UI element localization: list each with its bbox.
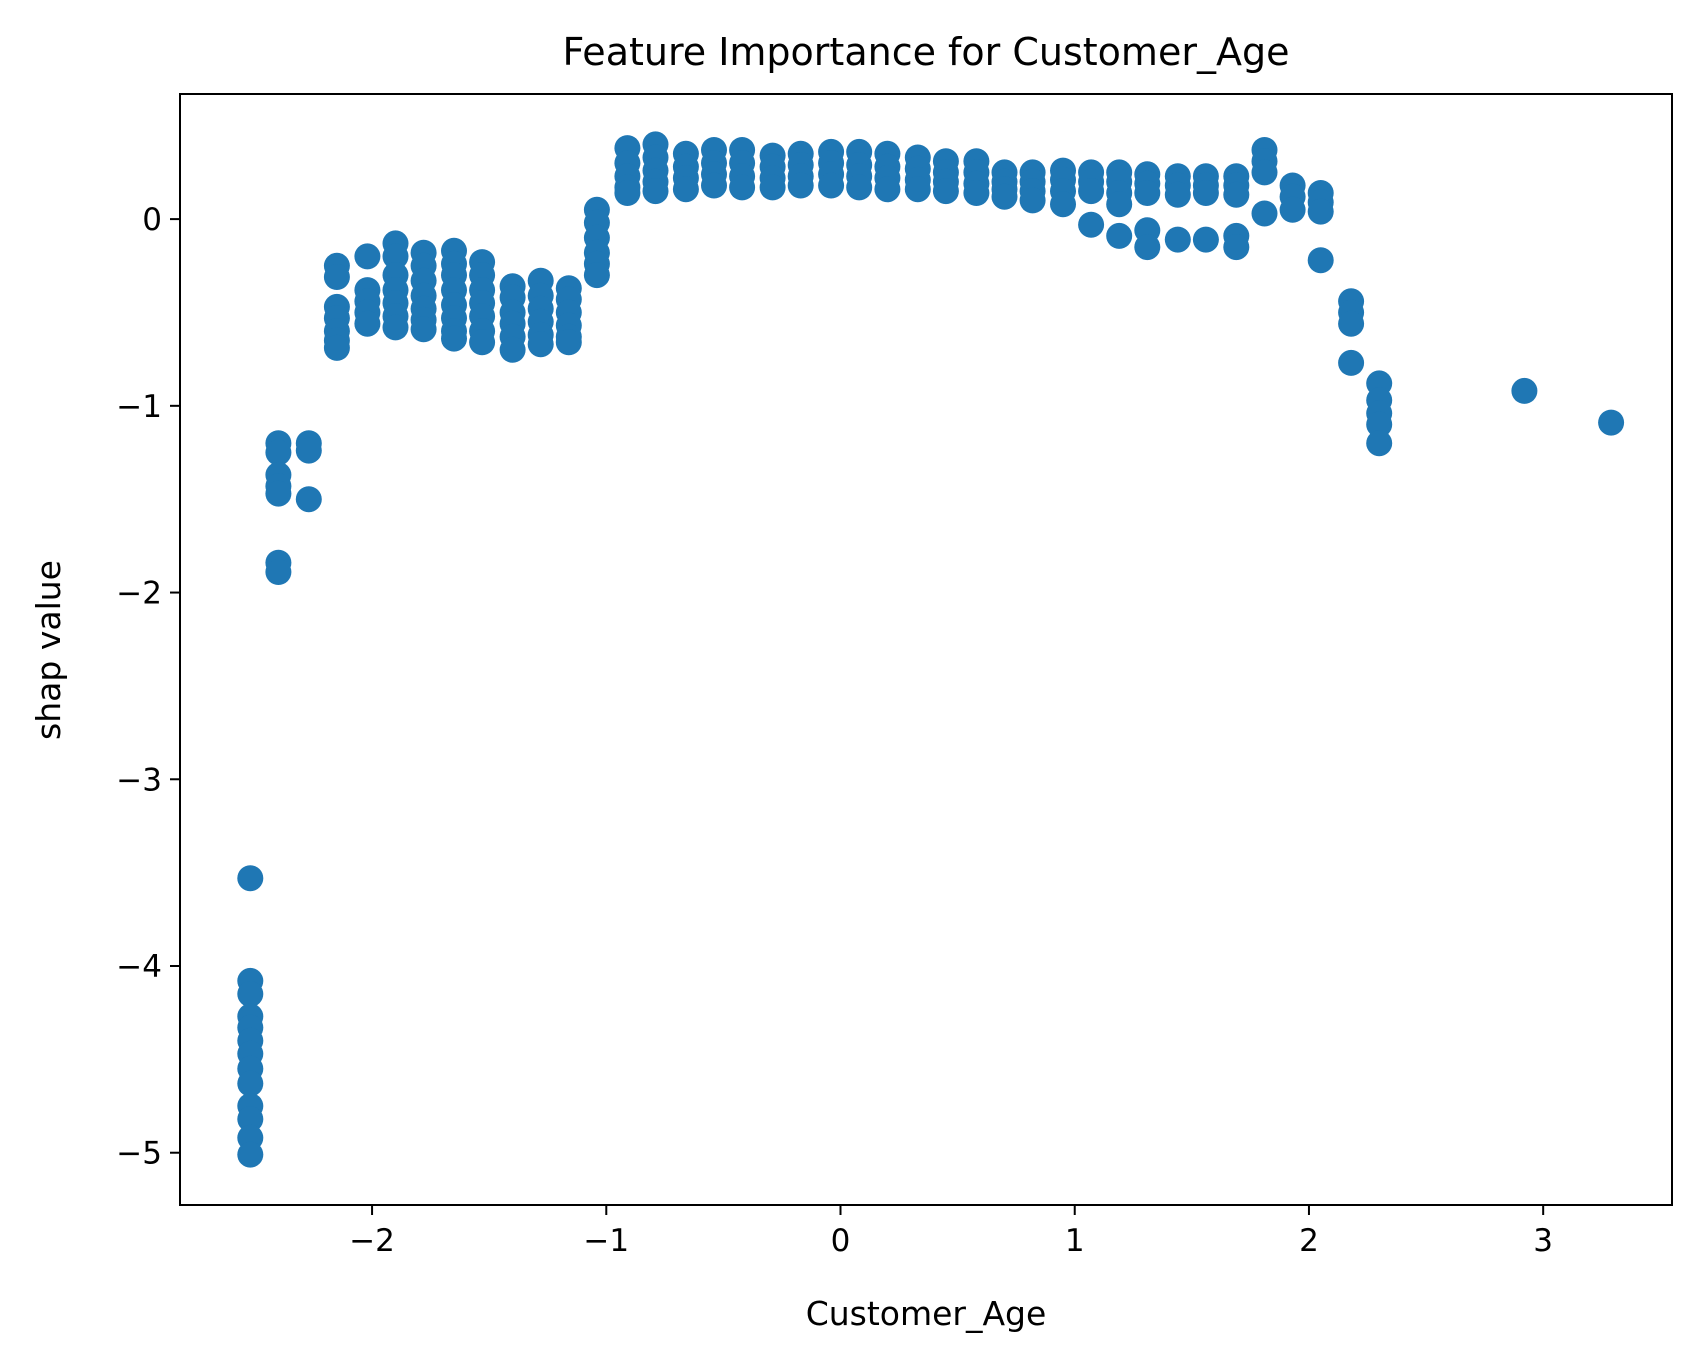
scatter-point <box>1192 226 1219 253</box>
scatter-point <box>382 314 409 341</box>
scatter-point <box>963 180 990 206</box>
scatter-point <box>237 1106 264 1133</box>
scatter-point <box>265 439 292 466</box>
scatter-point <box>499 336 526 363</box>
scatter-point <box>1251 159 1278 186</box>
scatter-point <box>323 334 350 361</box>
scatter-point <box>382 243 409 270</box>
scatter-point <box>1050 191 1076 218</box>
scatter-point <box>1251 200 1278 227</box>
scatter-point <box>1511 377 1538 404</box>
scatter-point <box>237 1141 264 1168</box>
x-tick-label: 1 <box>1065 1223 1085 1259</box>
scatter-point <box>1164 226 1191 253</box>
scatter-point <box>237 981 264 1007</box>
y-axis-label: shap value <box>29 560 68 740</box>
scatter-point <box>237 865 264 892</box>
chart-title: Feature Importance for Customer_Age <box>563 30 1290 74</box>
x-tick-label: 0 <box>831 1223 851 1259</box>
scatter-point <box>265 559 292 585</box>
scatter-point <box>1078 211 1105 238</box>
scatter-point <box>759 174 786 201</box>
scatter-point <box>583 262 610 289</box>
scatter-point <box>614 180 641 206</box>
scatter-point <box>1366 411 1393 438</box>
y-tick-label: −4 <box>116 949 162 985</box>
scatter-point <box>1134 180 1161 206</box>
scatter-point <box>1019 187 1046 214</box>
scatter-point <box>265 480 292 507</box>
scatter-point <box>1338 349 1365 376</box>
scatter-point <box>1106 222 1133 249</box>
scatter-point <box>527 331 554 358</box>
scatter-point <box>354 243 381 270</box>
scatter-point <box>1279 196 1306 223</box>
y-tick-label: −2 <box>116 576 162 612</box>
x-axis-label: Customer_Age <box>806 1294 1047 1333</box>
ticks-layer: −2 −1 0 1 2 3 −5 −4 −3 −2 −1 0 <box>116 202 1553 1259</box>
scatter-point <box>1106 191 1133 218</box>
scatter-point <box>323 264 350 290</box>
scatter-point <box>1192 180 1219 206</box>
scatter-point <box>410 316 437 343</box>
scatter-point <box>729 174 756 201</box>
scatter-point <box>1223 234 1250 261</box>
scatter-point <box>672 176 699 203</box>
scatter-point <box>932 178 959 205</box>
scatter-point <box>818 172 845 199</box>
scatter-point <box>354 310 381 337</box>
scatter-point <box>1307 198 1334 225</box>
y-tick-label: −3 <box>116 762 162 798</box>
y-tick-label: −5 <box>116 1136 162 1172</box>
scatter-point <box>1164 181 1191 208</box>
scatter-point <box>555 329 582 356</box>
x-tick-label: 3 <box>1533 1223 1553 1259</box>
x-tick-label: −2 <box>349 1223 395 1259</box>
scatter-point <box>1598 409 1625 436</box>
scatter-point <box>295 437 322 464</box>
scatter-point <box>469 329 496 356</box>
x-tick-label: 2 <box>1299 1223 1319 1259</box>
scatter-point <box>701 172 727 199</box>
points-layer <box>237 131 1625 1168</box>
y-tick-label: 0 <box>142 202 162 238</box>
scatter-point <box>904 176 931 203</box>
scatter-point <box>441 325 467 352</box>
scatter-point <box>642 178 669 205</box>
scatter-point <box>237 1070 264 1097</box>
scatter-point <box>295 486 322 513</box>
scatter-point <box>991 183 1018 210</box>
x-tick-label: −1 <box>583 1223 629 1259</box>
scatter-point <box>846 174 873 201</box>
plot-frame <box>179 93 1673 1206</box>
scatter-point <box>1223 181 1250 208</box>
scatter-point <box>874 176 901 203</box>
y-tick-label: −1 <box>116 389 162 425</box>
scatter-point <box>1307 247 1334 274</box>
scatter-point <box>1338 310 1365 337</box>
scatter-point <box>1134 234 1161 261</box>
scatter-point <box>1078 178 1105 205</box>
scatter-point <box>787 172 814 199</box>
scatter-point <box>1366 430 1393 457</box>
